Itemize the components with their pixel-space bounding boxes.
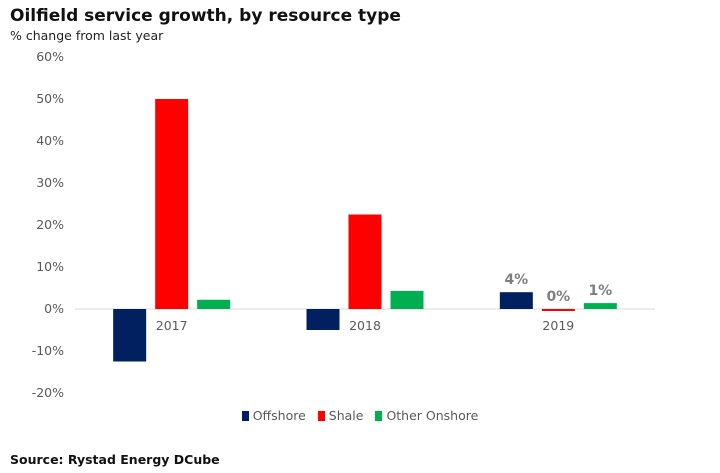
bar-offshore-2017	[113, 309, 147, 362]
legend-item-other-onshore: Other Onshore	[375, 408, 478, 423]
bar-shale-2019	[541, 309, 575, 311]
legend-label-other-onshore: Other Onshore	[386, 408, 479, 423]
bar-other-onshore-2019	[583, 303, 617, 309]
legend-item-offshore: Offshore	[241, 408, 306, 423]
chart-title: Oilfield service growth, by resource typ…	[10, 6, 401, 26]
data-label-shale-2019: 0%	[546, 289, 570, 305]
legend-swatch-other-onshore	[375, 411, 383, 421]
data-label-offshore-2019: 4%	[504, 272, 528, 288]
chart-subtitle: % change from last year	[10, 28, 164, 43]
data-label-other-onshore-2019: 1%	[588, 283, 612, 299]
y-tick-label: 0%	[44, 301, 64, 316]
legend-swatch-offshore	[241, 411, 249, 421]
y-tick-label: 10%	[36, 259, 64, 274]
bar-offshore-2018	[306, 309, 340, 330]
bar-other-onshore-2018	[390, 290, 424, 309]
y-tick-label: 40%	[36, 133, 64, 148]
x-category-label: 2018	[349, 318, 381, 333]
source-note: Source: Rystad Energy DCube	[10, 452, 220, 467]
bar-offshore-2019	[499, 292, 533, 309]
bar-shale-2017	[155, 99, 189, 309]
bar-other-onshore-2017	[197, 299, 231, 309]
y-tick-label: 60%	[36, 49, 64, 64]
legend-label-shale: Shale	[328, 408, 364, 423]
y-tick-label: -10%	[32, 343, 64, 358]
legend-item-shale: Shale	[317, 408, 364, 423]
bar-shale-2018	[348, 214, 382, 309]
bar-chart: 60% 50% 40% 30% 20% 10% 0% -10% -20% 2017 2018 4% 0%…	[32, 49, 655, 400]
x-category-label: 2017	[156, 318, 188, 333]
x-category-label: 2019	[542, 318, 574, 333]
legend-swatch-shale	[317, 411, 325, 421]
legend-label-offshore: Offshore	[252, 408, 306, 423]
chart-legend: Offshore Shale Other Onshore	[0, 408, 720, 423]
y-tick-label: 50%	[36, 91, 64, 106]
y-tick-label: 30%	[36, 175, 64, 190]
y-tick-label: 20%	[36, 217, 64, 232]
y-tick-label: -20%	[32, 385, 64, 400]
